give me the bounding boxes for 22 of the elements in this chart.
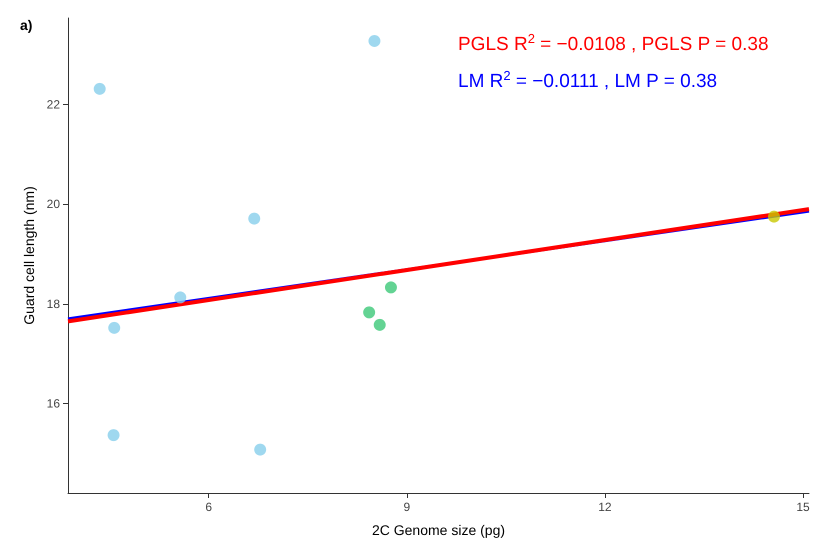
point	[374, 318, 386, 331]
y-tick-label: 16	[46, 396, 60, 411]
point	[94, 82, 106, 95]
x-tick-label: 15	[796, 500, 810, 514]
chart-title: a)	[20, 17, 32, 33]
point	[384, 281, 397, 294]
point	[174, 291, 186, 304]
point	[254, 444, 266, 456]
x-axis-title: 2C Genome size (pg)	[372, 522, 506, 538]
x-tick-label: 6	[205, 500, 212, 514]
point	[368, 34, 380, 47]
y-tick-label: 18	[46, 296, 60, 311]
point	[108, 429, 120, 442]
x-tick-label: 12	[598, 500, 612, 514]
point	[108, 322, 120, 334]
point	[363, 306, 376, 318]
y-axis-title: Guard cell length (nm)	[20, 186, 37, 325]
y-tick-label: 20	[46, 197, 60, 212]
y-tick-label: 22	[46, 97, 60, 112]
point	[768, 210, 780, 223]
point	[248, 212, 260, 225]
x-tick-label: 9	[403, 500, 410, 514]
